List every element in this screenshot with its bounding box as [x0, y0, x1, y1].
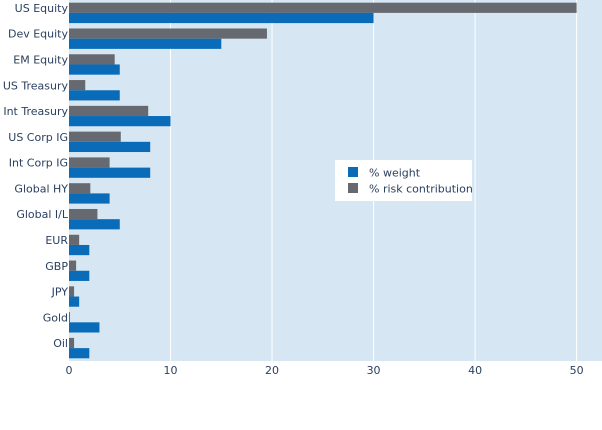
category-label: Global HY	[14, 182, 68, 195]
legend-label-risk: % risk contribution	[369, 183, 473, 196]
bar-risk-contribution	[69, 183, 91, 194]
category-label: US Treasury	[3, 79, 69, 92]
bar-weight	[69, 12, 374, 24]
x-tick-labels: 0 10 20 30 40 50	[66, 364, 584, 377]
bar-weight	[69, 38, 222, 49]
category-label: Int Corp IG	[9, 157, 68, 170]
category-label: Global I/L	[16, 208, 69, 221]
bar-weight	[69, 116, 171, 127]
bar-risk-contribution	[69, 208, 98, 220]
bar-risk-contribution	[69, 312, 71, 323]
legend-swatch-weight	[348, 167, 358, 177]
category-label: Int Treasury	[3, 105, 68, 118]
bar-risk-contribution	[69, 260, 77, 271]
x-tick-label: 0	[66, 364, 73, 377]
bar-weight	[69, 193, 110, 204]
bar-risk-contribution	[69, 131, 121, 142]
x-tick-label: 30	[367, 364, 381, 377]
bar-risk-contribution	[69, 28, 267, 39]
category-label: US Equity	[15, 2, 69, 15]
category-label: Gold	[43, 311, 68, 324]
bar-weight	[69, 270, 90, 281]
bar-risk-contribution	[69, 337, 75, 349]
category-label: Dev Equity	[8, 28, 69, 41]
x-tick-label: 20	[265, 364, 279, 377]
x-tick-label: 10	[164, 364, 178, 377]
bar-weight	[69, 167, 151, 178]
bar-risk-contribution	[69, 234, 80, 245]
bar-risk-contribution	[69, 105, 149, 117]
bars	[69, 2, 577, 359]
category-label: JPY	[51, 286, 69, 299]
legend: % weight % risk contribution	[335, 160, 473, 201]
bar-weight	[69, 64, 120, 75]
bar-weight	[69, 296, 80, 307]
bar-weight	[69, 244, 90, 256]
x-tick-label: 40	[468, 364, 482, 377]
bar-weight	[69, 90, 120, 101]
legend-label-weight: % weight	[369, 167, 421, 180]
category-labels: US Equity Dev Equity EM Equity US Treasury I…	[3, 2, 69, 350]
category-label: EUR	[45, 234, 68, 247]
bar-weight	[69, 322, 100, 333]
legend-box	[335, 160, 472, 201]
bar-risk-contribution	[69, 80, 86, 91]
bar-risk-contribution	[69, 157, 110, 168]
bar-weight	[69, 219, 120, 230]
bar-weight	[69, 141, 151, 153]
category-label: EM Equity	[13, 53, 68, 66]
category-label: GBP	[45, 260, 68, 273]
x-tick-label: 50	[570, 364, 584, 377]
bar-risk-contribution	[69, 54, 115, 65]
category-label: Oil	[53, 337, 68, 350]
legend-swatch-risk	[348, 183, 358, 193]
bar-risk-contribution	[69, 286, 75, 297]
category-label: US Corp IG	[8, 131, 68, 144]
bar-risk-contribution	[69, 2, 577, 13]
bar-weight	[69, 348, 90, 359]
